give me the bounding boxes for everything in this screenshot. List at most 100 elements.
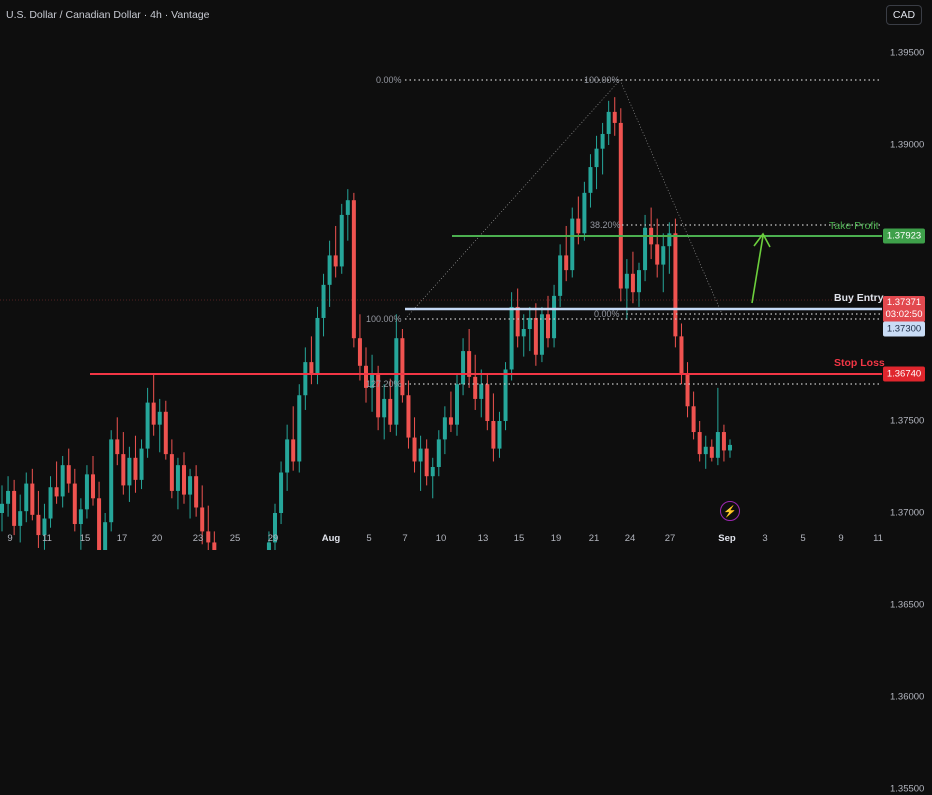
time-tick-label: 20 [151, 533, 163, 544]
candle-body [157, 411, 162, 425]
candle-body [97, 498, 102, 550]
candle-body [564, 255, 569, 271]
drawing-overlay [0, 79, 882, 385]
candle-body [291, 439, 296, 462]
candle-body [127, 457, 132, 486]
candle-countdown: 03:02:50 [885, 309, 923, 320]
candle-body [297, 395, 302, 462]
candle-body [121, 454, 126, 486]
target-arrow [751, 235, 764, 304]
candle-body [60, 465, 65, 497]
candle-body [394, 338, 399, 425]
candle-body [84, 474, 89, 510]
candle-body [18, 511, 23, 526]
time-tick-label: Aug [321, 533, 341, 544]
fib-level-label: 100.00% [584, 75, 620, 85]
price-tick-label: 1.36500 [890, 599, 925, 611]
price-tick-label: 1.37000 [890, 507, 925, 519]
candle-body [655, 244, 660, 265]
candle-body [455, 384, 459, 425]
candle-body [182, 465, 186, 495]
candle-body [6, 490, 11, 504]
time-tick-label: 10 [435, 533, 447, 544]
candle-body [327, 255, 332, 285]
time-tick-label: 11 [42, 533, 52, 544]
candle-body [418, 448, 423, 462]
candle-body [637, 270, 641, 293]
candle-body [715, 432, 720, 458]
time-tick-label: 13 [477, 533, 489, 544]
time-tick-label: 29 [267, 533, 279, 544]
time-tick-label: Sep [718, 533, 736, 544]
price-tick-label: 1.36000 [890, 691, 925, 703]
fib-trendline [619, 79, 723, 315]
fib-level-label: 100.00% [366, 314, 402, 324]
candle-body [461, 351, 466, 385]
candle-body [212, 542, 217, 550]
candle-body [54, 487, 59, 497]
candle-body [188, 476, 193, 495]
price-chart[interactable] [0, 0, 932, 550]
stop-loss-price-tag: 1.36740 [883, 366, 925, 382]
time-tick-label: 23 [192, 533, 204, 544]
candle-body [685, 375, 690, 407]
candle-body [503, 369, 508, 421]
candle-body [151, 402, 156, 425]
candle-body [582, 192, 587, 234]
time-tick-label: 21 [588, 533, 600, 544]
chart-title: U.S. Dollar / Canadian Dollar · 4h · Van… [6, 9, 210, 21]
candle-body [194, 476, 199, 508]
candle-body [527, 317, 532, 329]
candle-body [667, 233, 672, 247]
candle-body [485, 384, 490, 421]
stop-loss-label: Stop Loss [834, 357, 885, 369]
candle-body [703, 446, 708, 455]
candle-body [406, 395, 411, 438]
candle-body [133, 457, 138, 480]
candle-body [303, 362, 308, 396]
candle-body [339, 214, 344, 267]
fib-level-label: 0.00% [594, 309, 620, 319]
target-arrow-head [753, 232, 771, 248]
time-tick-label: 3 [762, 533, 768, 544]
candle-body [430, 467, 435, 477]
candle-body [400, 338, 405, 396]
candle-body [0, 503, 4, 513]
candle-body [12, 490, 17, 526]
candle-body [388, 398, 393, 425]
candle-body [115, 439, 120, 455]
candle-body [448, 417, 453, 425]
candle-body [163, 411, 168, 455]
candle-body [643, 227, 648, 271]
candle-body [618, 122, 623, 289]
time-tick-label: 17 [116, 533, 128, 544]
time-tick-label: 15 [513, 533, 525, 544]
candle-body [139, 448, 144, 480]
lightning-icon[interactable]: ⚡ [720, 501, 740, 521]
candle-body [72, 483, 77, 525]
currency-button[interactable]: CAD [886, 5, 922, 25]
candle-body [382, 398, 387, 418]
time-tick-label: 15 [79, 533, 91, 544]
buy-entry-label: Buy Entry [834, 292, 884, 304]
candle-body [533, 317, 538, 355]
candlestick-series [0, 97, 732, 550]
candle-body [546, 314, 550, 339]
candle-body [612, 111, 617, 123]
time-tick-label: 24 [624, 533, 636, 544]
candle-body [691, 406, 696, 433]
candle-body [321, 284, 326, 318]
candle-body [66, 465, 71, 484]
candle-body [479, 384, 484, 399]
candle-body [78, 509, 83, 525]
candle-body [357, 338, 362, 366]
candle-body [558, 255, 563, 296]
candle-body [442, 417, 447, 440]
fib-level-label: 0.00% [376, 75, 402, 85]
candle-body [679, 336, 684, 375]
candle-body [48, 487, 53, 519]
candle-body [206, 531, 211, 543]
candle-body [497, 421, 502, 449]
current-price: 1.37371 [886, 297, 922, 308]
candle-body [285, 439, 290, 473]
